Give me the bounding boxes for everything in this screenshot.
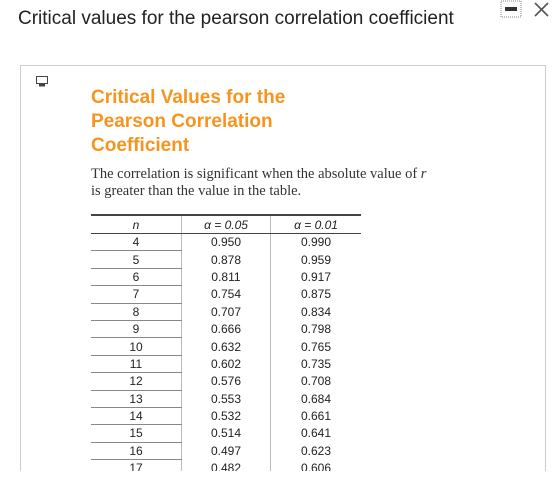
table-row: 17 0.482 0.606	[91, 459, 361, 471]
column-header: n	[91, 214, 182, 234]
table-cell: 4	[91, 233, 182, 252]
table-cell: 0.878	[181, 250, 271, 269]
table-cell: 13	[91, 390, 182, 408]
table-cell: 0.798	[270, 320, 361, 338]
table-cell: 9	[91, 320, 182, 339]
table-cell: 0.875	[270, 285, 361, 304]
table-cell: 15	[91, 424, 182, 443]
table-cell: 7	[91, 285, 182, 304]
close-button[interactable]	[532, 0, 552, 20]
description-text: is greater than the value in the table.	[91, 183, 302, 199]
table-cell: 0.576	[181, 372, 271, 391]
description: The correlation is significant when the …	[91, 166, 491, 200]
table-cell: 0.532	[181, 407, 271, 425]
table-cell: 0.754	[181, 285, 271, 304]
table-row: 7 0.754 0.875	[91, 285, 361, 304]
table-cell: 0.497	[181, 442, 271, 460]
table-cell: 16	[91, 442, 182, 461]
table-row: 6 0.811 0.917	[91, 268, 361, 287]
table-row: 13 0.553 0.684	[91, 390, 361, 408]
table-cell: 5	[91, 250, 182, 269]
table-cell: 0.950	[181, 233, 271, 251]
table-cell: 0.553	[181, 390, 271, 408]
minimize-icon	[500, 0, 522, 18]
table-row: 14 0.532 0.661	[91, 407, 361, 426]
table-cell: 17	[91, 459, 182, 471]
heading: Critical Values for the Pearson Correlat…	[91, 87, 286, 156]
table-cell: 0.708	[270, 372, 361, 391]
table-cell: 0.917	[270, 268, 361, 286]
variable: r	[420, 166, 427, 182]
table-cell: 11	[91, 355, 182, 374]
window-title: Critical values for the pearson correlat…	[18, 8, 454, 29]
table-cell: 0.602	[181, 355, 271, 373]
table-cell: 0.990	[270, 233, 361, 251]
table-cell: 0.834	[270, 303, 361, 321]
copy-icon	[36, 76, 48, 87]
table-cell: 8	[91, 303, 182, 321]
content-panel: Critical Values for the Pearson Correlat…	[20, 65, 546, 471]
table-cell: 10	[91, 337, 182, 356]
table-body: 4 0.950 0.990 5 0.878 0.959 6 0.811 0.917 7 0.754 0…	[91, 233, 361, 471]
table-cell: 0.684	[270, 390, 361, 408]
table-cell: 0.606	[270, 459, 361, 471]
table-cell: 12	[91, 372, 182, 391]
table-row: 15 0.514 0.641	[91, 424, 361, 443]
column-header: α = 0.01	[270, 214, 361, 234]
table-row: 8 0.707 0.834	[91, 303, 361, 321]
table-cell: 0.632	[181, 337, 271, 356]
table-cell: 14	[91, 407, 182, 426]
table-row: 12 0.576 0.708	[91, 372, 361, 391]
table-row: 9 0.666 0.798	[91, 320, 361, 339]
table-cell: 0.661	[270, 407, 361, 425]
table-cell: 0.735	[270, 355, 361, 373]
description-text: The correlation is significant when the …	[91, 166, 418, 182]
column-header: α = 0.05	[181, 214, 271, 234]
table-cell: 0.514	[181, 424, 271, 443]
table-row: 5 0.878 0.959	[91, 250, 361, 269]
table-row: 11 0.602 0.735	[91, 355, 361, 374]
minimize-button[interactable]	[500, 0, 522, 18]
table-cell: 6	[91, 268, 182, 287]
close-icon	[534, 2, 549, 17]
table-cell: 0.482	[181, 459, 271, 471]
table-cell: 0.811	[181, 268, 271, 286]
table-cell: 0.707	[181, 303, 271, 321]
table-row: 10 0.632 0.765	[91, 337, 361, 356]
table-cell: 0.765	[270, 337, 361, 356]
table-cell: 0.666	[181, 320, 271, 338]
table-cell: 0.623	[270, 442, 361, 460]
table-cell: 0.641	[270, 424, 361, 443]
table-row: 4 0.950 0.990	[91, 233, 361, 252]
table-cell: 0.959	[270, 250, 361, 269]
table-row: 16 0.497 0.623	[91, 442, 361, 461]
